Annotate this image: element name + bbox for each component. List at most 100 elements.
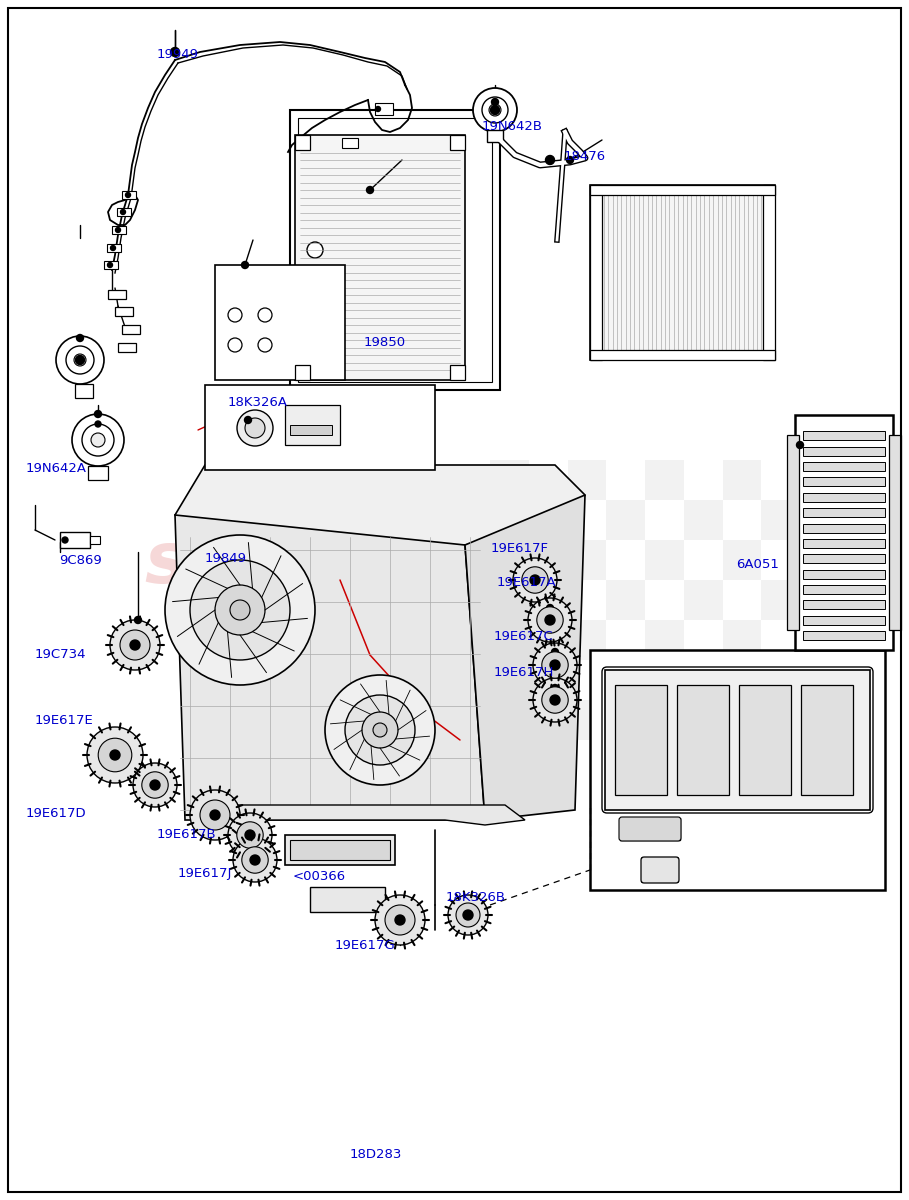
- Circle shape: [237, 410, 273, 446]
- Circle shape: [242, 847, 268, 874]
- Bar: [490, 700, 529, 740]
- Circle shape: [56, 336, 104, 384]
- Circle shape: [76, 335, 84, 342]
- Circle shape: [245, 418, 265, 438]
- Circle shape: [74, 354, 86, 366]
- Bar: [763, 185, 775, 360]
- Bar: [490, 620, 529, 660]
- Bar: [761, 580, 800, 620]
- Bar: [645, 700, 684, 740]
- Circle shape: [87, 727, 143, 782]
- Circle shape: [546, 605, 554, 612]
- Circle shape: [366, 186, 374, 193]
- Circle shape: [242, 262, 248, 269]
- Bar: [684, 660, 723, 700]
- Text: 19E617E: 19E617E: [35, 714, 94, 726]
- Text: 19E617H: 19E617H: [494, 666, 554, 678]
- Bar: [342, 138, 358, 148]
- Circle shape: [530, 575, 540, 584]
- Circle shape: [362, 712, 398, 748]
- Circle shape: [115, 228, 121, 233]
- Bar: [645, 620, 684, 660]
- Bar: [803, 584, 885, 594]
- Bar: [803, 478, 885, 486]
- Bar: [450, 365, 465, 380]
- Bar: [677, 685, 729, 794]
- Bar: [567, 620, 606, 660]
- Bar: [803, 600, 885, 610]
- Circle shape: [130, 640, 140, 650]
- Bar: [801, 685, 853, 794]
- Circle shape: [135, 617, 142, 624]
- Text: <00366: <00366: [293, 870, 345, 882]
- Circle shape: [250, 854, 260, 865]
- Bar: [645, 540, 684, 580]
- Bar: [205, 385, 435, 470]
- Circle shape: [125, 192, 131, 198]
- Bar: [787, 434, 799, 630]
- Bar: [215, 265, 345, 380]
- Bar: [723, 700, 761, 740]
- Bar: [450, 134, 465, 150]
- Circle shape: [492, 98, 498, 106]
- Circle shape: [550, 695, 560, 704]
- Circle shape: [528, 598, 572, 642]
- Circle shape: [542, 686, 568, 713]
- Circle shape: [566, 156, 574, 163]
- Bar: [90, 536, 100, 544]
- Bar: [684, 580, 723, 620]
- Circle shape: [98, 738, 132, 772]
- Bar: [567, 700, 606, 740]
- Bar: [615, 685, 667, 794]
- Text: 19N642A: 19N642A: [25, 462, 86, 474]
- Bar: [529, 580, 567, 620]
- Bar: [104, 260, 118, 269]
- Bar: [684, 500, 723, 540]
- Polygon shape: [205, 805, 525, 826]
- Circle shape: [82, 424, 114, 456]
- Text: 19849: 19849: [205, 552, 246, 564]
- Circle shape: [230, 600, 250, 620]
- Circle shape: [133, 763, 177, 806]
- Bar: [75, 384, 93, 398]
- Bar: [606, 580, 645, 620]
- Circle shape: [150, 780, 160, 790]
- Bar: [606, 660, 645, 700]
- Circle shape: [142, 772, 168, 798]
- Circle shape: [463, 910, 473, 920]
- Bar: [310, 887, 385, 912]
- Circle shape: [212, 806, 218, 814]
- Text: 18476: 18476: [564, 150, 605, 162]
- Circle shape: [190, 790, 240, 840]
- Circle shape: [228, 308, 242, 322]
- Circle shape: [245, 416, 252, 424]
- Bar: [803, 523, 885, 533]
- Circle shape: [107, 263, 113, 268]
- Text: 19E617C: 19E617C: [494, 630, 554, 642]
- Circle shape: [473, 88, 517, 132]
- Bar: [490, 460, 529, 500]
- Bar: [529, 660, 567, 700]
- Circle shape: [110, 620, 160, 670]
- Bar: [118, 343, 136, 352]
- Bar: [60, 532, 90, 548]
- Bar: [761, 660, 800, 700]
- Text: 19E617G: 19E617G: [335, 940, 395, 952]
- Text: 19C734: 19C734: [35, 648, 86, 660]
- Circle shape: [111, 246, 115, 251]
- FancyBboxPatch shape: [619, 817, 681, 841]
- Bar: [290, 840, 390, 860]
- Text: 9C869: 9C869: [59, 554, 102, 566]
- Circle shape: [258, 308, 272, 322]
- Text: 19E617D: 19E617D: [25, 808, 86, 820]
- Bar: [290, 110, 500, 390]
- Circle shape: [190, 560, 290, 660]
- Bar: [803, 631, 885, 640]
- Circle shape: [482, 97, 508, 122]
- Circle shape: [121, 210, 125, 215]
- Circle shape: [228, 814, 272, 857]
- Circle shape: [522, 566, 548, 593]
- Text: 6A051: 6A051: [736, 558, 779, 570]
- Bar: [803, 616, 885, 625]
- Text: 18K326A: 18K326A: [227, 396, 287, 408]
